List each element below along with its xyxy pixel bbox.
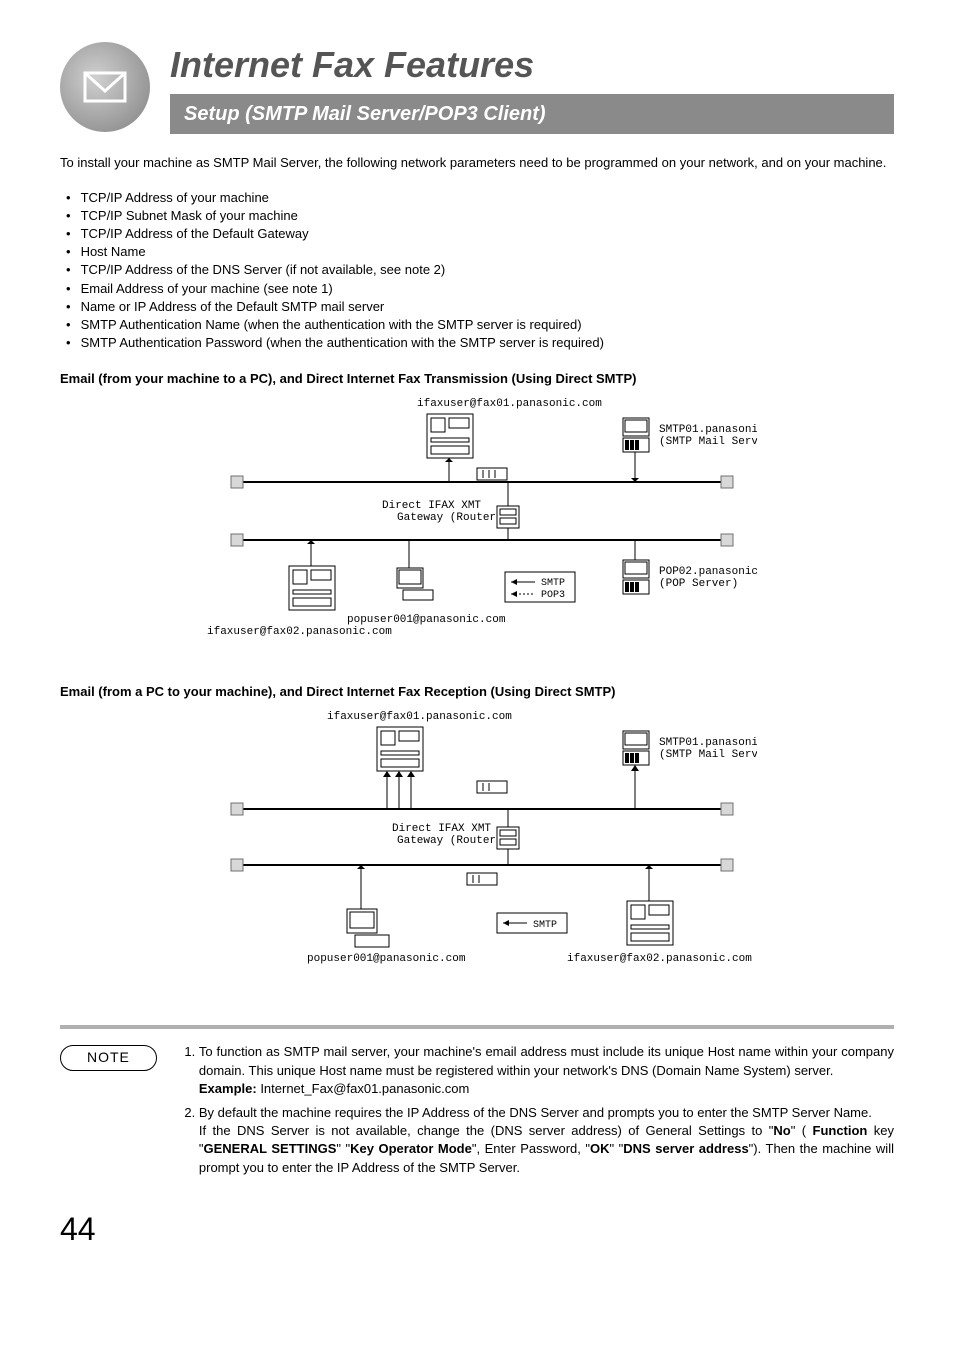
- diagram-label: ifaxuser@fax01.panasonic.com: [417, 398, 602, 410]
- router-icon: [477, 781, 507, 793]
- note-bold: No: [773, 1123, 790, 1138]
- server-icon: [623, 418, 649, 452]
- router-icon: [467, 873, 497, 885]
- diagram-label: Direct IFAX XMT: [392, 823, 491, 835]
- page-subtitle: Setup (SMTP Mail Server/POP3 Client): [170, 94, 894, 134]
- intro-paragraph: To install your machine as SMTP Mail Ser…: [60, 154, 894, 172]
- router-icon: [497, 506, 519, 528]
- diagram-label: SMTP: [541, 578, 565, 589]
- note-example-value: Internet_Fax@fax01.panasonic.com: [257, 1081, 470, 1096]
- diagram-label: Gateway (Router): [397, 512, 503, 524]
- note-bold: DNS server address: [623, 1141, 748, 1156]
- diagram-label: (POP Server): [659, 578, 738, 590]
- note-text: " ": [336, 1141, 350, 1156]
- diagram-label: Direct IFAX XMT: [382, 500, 481, 512]
- fax-machine-icon: [289, 566, 335, 610]
- divider: [60, 1025, 894, 1029]
- diagram-label: Gateway (Router): [397, 835, 503, 847]
- diagram-label: ifaxuser@fax02.panasonic.com: [207, 626, 392, 638]
- page-number: 44: [60, 1207, 894, 1252]
- page-title: Internet Fax Features: [170, 40, 894, 90]
- router-icon: [497, 827, 519, 849]
- diagram-label: POP3: [541, 590, 565, 601]
- server-icon: [623, 560, 649, 594]
- list-item: Name or IP Address of the Default SMTP m…: [60, 298, 894, 316]
- note-body: To function as SMTP mail server, your ma…: [181, 1043, 894, 1182]
- diagram2-title: Email (from a PC to your machine), and D…: [60, 683, 894, 701]
- diagram-label: (SMTP Mail Server): [659, 436, 757, 448]
- note-bold: OK: [590, 1141, 610, 1156]
- list-item: TCP/IP Address of your machine: [60, 189, 894, 207]
- note-text: If the DNS Server is not available, chan…: [199, 1123, 774, 1138]
- note-example-label: Example:: [199, 1081, 257, 1096]
- diagram-label: ifaxuser@fax02.panasonic.com: [567, 953, 752, 965]
- diagram-label: (SMTP Mail Server): [659, 749, 757, 761]
- router-icon: [477, 468, 507, 480]
- list-item: TCP/IP Address of the DNS Server (if not…: [60, 261, 894, 279]
- pc-icon: [397, 568, 433, 600]
- note-text: ", Enter Password, ": [472, 1141, 590, 1156]
- diagram-label: popuser001@panasonic.com: [307, 953, 466, 965]
- fax-machine-icon: [427, 414, 473, 458]
- note-bold: GENERAL SETTINGS: [204, 1141, 337, 1156]
- fax-machine-icon: [627, 901, 673, 945]
- list-item: SMTP Authentication Name (when the authe…: [60, 316, 894, 334]
- list-item: SMTP Authentication Password (when the a…: [60, 334, 894, 352]
- server-icon: [623, 731, 649, 765]
- note-text: " ": [610, 1141, 624, 1156]
- note-text: By default the machine requires the IP A…: [199, 1105, 872, 1120]
- pc-icon: [347, 909, 389, 947]
- diagram1: ifaxuser@fax01.panasonic.com SMTP01.pana…: [197, 396, 757, 662]
- diagram-label: POP02.panasonic.com: [659, 566, 757, 578]
- note-item: By default the machine requires the IP A…: [199, 1104, 894, 1177]
- note-bold: Key Operator Mode: [350, 1141, 472, 1156]
- note-text: " (: [791, 1123, 813, 1138]
- note-badge: NOTE: [60, 1045, 157, 1071]
- list-item: TCP/IP Address of the Default Gateway: [60, 225, 894, 243]
- note-bold: Function: [813, 1123, 868, 1138]
- list-item: TCP/IP Subnet Mask of your machine: [60, 207, 894, 225]
- note-text: To function as SMTP mail server, your ma…: [199, 1044, 894, 1077]
- note-item: To function as SMTP mail server, your ma…: [199, 1043, 894, 1098]
- list-item: Email Address of your machine (see note …: [60, 280, 894, 298]
- fax-machine-icon: [377, 727, 423, 771]
- diagram-label: SMTP01.panasonic.com: [659, 424, 757, 436]
- mail-icon: [60, 42, 150, 132]
- diagram-label: ifaxuser@fax01.panasonic.com: [327, 711, 512, 723]
- diagram1-title: Email (from your machine to a PC), and D…: [60, 370, 894, 388]
- diagram2: ifaxuser@fax01.panasonic.com SMTP01.pana…: [197, 709, 757, 1005]
- diagram-label: SMTP01.panasonic.com: [659, 737, 757, 749]
- diagram-label: popuser001@panasonic.com: [347, 614, 506, 626]
- list-item: Host Name: [60, 243, 894, 261]
- diagram-label: SMTP: [533, 920, 557, 931]
- parameter-list: TCP/IP Address of your machine TCP/IP Su…: [60, 189, 894, 353]
